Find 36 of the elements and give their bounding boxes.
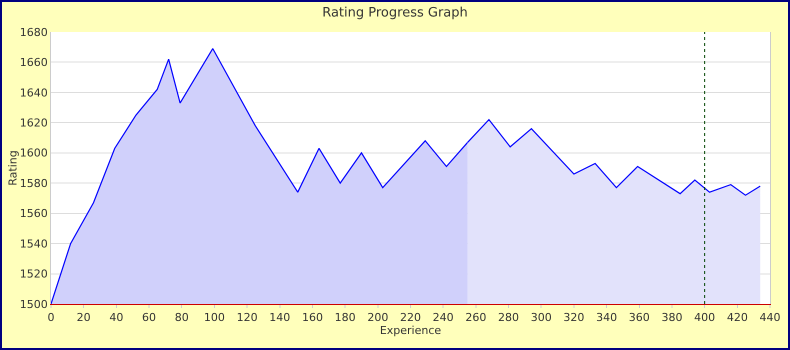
y-axis-title: Rating (6, 150, 20, 186)
x-tick-label: 180 (334, 311, 356, 324)
x-tick-label: 140 (269, 311, 290, 324)
y-tick-label: 1540 (20, 237, 48, 250)
y-tick-label: 1600 (20, 146, 48, 160)
x-tick-label: 200 (367, 311, 388, 324)
y-tick-label: 1520 (20, 268, 48, 281)
y-tick-label: 1620 (20, 116, 48, 130)
x-tick-label: 0 (48, 311, 54, 324)
x-tick-label: 240 (432, 311, 454, 324)
x-tick-label: 420 (726, 311, 748, 324)
y-tick-label: 1660 (20, 56, 48, 70)
x-tick-label: 160 (302, 311, 323, 324)
x-tick-label: 60 (142, 311, 156, 324)
x-tick-label: 120 (236, 311, 258, 324)
x-tick-label: 320 (563, 311, 584, 324)
y-tick-label: 1580 (20, 176, 48, 190)
x-tick-label: 100 (204, 311, 225, 324)
x-tick-label: 80 (174, 311, 189, 324)
x-tick-label: 440 (760, 311, 780, 324)
y-tick-label: 1560 (20, 207, 48, 220)
x-tick-label: 360 (628, 311, 650, 324)
x-tick-label: 40 (109, 311, 124, 324)
x-tick-label: 20 (76, 311, 91, 324)
x-tick-label: 260 (465, 311, 486, 324)
chart-title: Rating Progress Graph (322, 5, 468, 20)
y-tick-label: 1640 (20, 86, 48, 100)
y-tick-label: 1680 (20, 26, 48, 39)
x-tick-label: 220 (400, 311, 421, 324)
x-tick-label: 340 (596, 311, 618, 324)
x-tick-label: 400 (694, 311, 716, 324)
x-tick-label: 380 (661, 311, 682, 324)
x-axis-title: Experience (380, 324, 442, 338)
y-tick-label: 1500 (20, 298, 48, 311)
x-tick-label: 300 (530, 311, 552, 324)
x-tick-label: 280 (498, 311, 520, 324)
